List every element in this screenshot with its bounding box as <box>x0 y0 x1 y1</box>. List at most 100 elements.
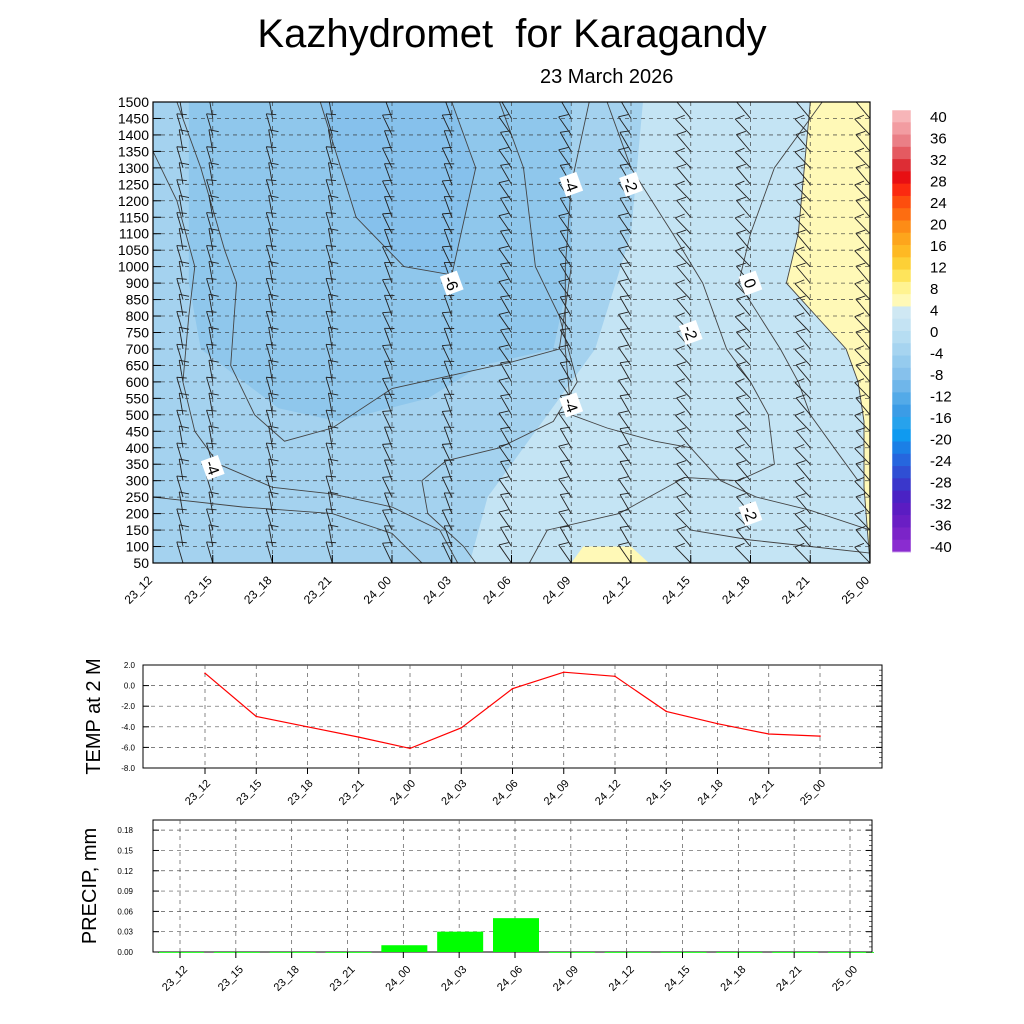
wind-barb <box>385 102 393 119</box>
wind-barb <box>268 327 273 350</box>
wind-barb <box>854 118 870 136</box>
wind-barb-flag <box>268 195 279 198</box>
colorbar-label: 20 <box>930 217 947 234</box>
colorbar-segment <box>892 490 911 504</box>
wind-barb-flag <box>854 147 865 153</box>
wind-barb <box>854 283 870 300</box>
wind-barb-flag <box>176 212 187 214</box>
wind-barb <box>734 513 751 531</box>
wind-barb-flag <box>735 114 745 120</box>
wind-barb-flag <box>266 343 277 346</box>
wind-barb-flag <box>795 82 804 86</box>
contour-label: -4 <box>200 455 225 480</box>
x-tick-label: 24_03 <box>420 573 454 607</box>
cross-section-grid <box>153 102 870 563</box>
wind-barb-flag <box>500 393 511 397</box>
wind-barb-flag <box>619 459 630 463</box>
wind-barb <box>619 461 632 481</box>
wind-barb-flag <box>560 525 571 528</box>
x-tick-label: 24_06 <box>480 573 514 607</box>
wind-barb-flag <box>736 163 746 168</box>
contour-label-bg <box>619 171 643 197</box>
wind-barb <box>265 179 273 201</box>
temp-x-label: 24_21 <box>747 778 777 808</box>
wind-barb <box>498 182 512 202</box>
wind-barb <box>736 298 751 317</box>
wind-barb <box>327 426 333 448</box>
wind-barb-flag <box>855 427 866 432</box>
wind-barb <box>676 102 692 119</box>
wind-barb-flag <box>176 541 187 544</box>
wind-barb <box>794 415 811 432</box>
wind-barb <box>384 426 393 448</box>
wind-barb-flag <box>795 361 806 366</box>
wind-barb <box>176 146 184 168</box>
wind-barb-flag <box>736 460 746 465</box>
wind-barb-flag <box>558 245 569 250</box>
wind-barb <box>500 494 512 514</box>
wind-barb-flag <box>268 359 279 363</box>
precip-bar <box>772 952 819 953</box>
wind-barb-flag <box>854 213 865 219</box>
wind-barb <box>382 279 393 300</box>
wind-barb-flag <box>500 262 511 265</box>
wind-barb-flag <box>268 293 279 297</box>
wind-barb <box>559 263 572 284</box>
wind-barb <box>675 283 692 300</box>
wind-barb-flag <box>855 102 857 103</box>
wind-barb <box>690 102 691 103</box>
wind-barb-flag <box>619 163 630 166</box>
wind-barb-flag <box>619 525 630 528</box>
wind-barb <box>498 347 512 366</box>
wind-barb-flag <box>500 426 511 430</box>
wind-barb-flag <box>328 97 338 99</box>
wind-barb <box>443 492 453 514</box>
wind-barb <box>794 382 811 399</box>
wind-barb-flag <box>382 410 393 412</box>
wind-barb-flag <box>328 458 339 462</box>
wind-barb-flag <box>442 212 453 215</box>
wind-barb <box>325 442 333 465</box>
temp-y-axis-title: TEMP at 2 M <box>83 658 105 774</box>
wind-barb <box>325 113 333 136</box>
wind-barb-flag <box>619 295 630 298</box>
wind-barb-flag <box>736 328 746 333</box>
wind-barb-flag <box>675 509 685 515</box>
wind-barb <box>206 508 214 531</box>
colorbar-label: -16 <box>930 410 952 427</box>
wind-barb <box>268 360 273 382</box>
wind-barb <box>734 481 751 498</box>
wind-barb <box>382 542 393 563</box>
wind-barb-flag <box>618 147 629 151</box>
wind-barb-flag <box>498 344 509 348</box>
wind-barb-flag <box>326 245 337 247</box>
wind-barb-flag <box>500 163 511 166</box>
y-tick-label: 250 <box>126 489 150 505</box>
wind-barb <box>675 349 692 366</box>
wind-barb-flag <box>676 394 687 399</box>
temp-x-label: 24_00 <box>388 778 418 808</box>
wind-barb-flag <box>176 475 187 478</box>
wind-barb <box>558 149 572 169</box>
wind-barb-flag <box>735 246 745 252</box>
wind-barb <box>384 229 393 251</box>
precip-y-label: 0.03 <box>117 928 133 937</box>
wind-barb <box>675 448 692 465</box>
wind-barb-flag <box>736 526 746 531</box>
colorbar-label: 4 <box>930 303 938 320</box>
colorbar-segment <box>892 466 911 479</box>
wind-barb <box>854 546 870 563</box>
wind-barb-flag <box>855 130 866 135</box>
temp-point <box>357 736 360 738</box>
colorbar-segment <box>892 208 911 221</box>
wind-barb-flag <box>326 442 337 445</box>
wind-barb-flag <box>558 114 569 118</box>
wind-barb <box>558 215 572 234</box>
wind-barb-flag <box>618 344 629 348</box>
wind-barb-flag <box>558 311 569 315</box>
wind-barb-flag <box>795 427 806 432</box>
contour-label-text: -4 <box>559 175 580 194</box>
wind-barb <box>559 428 572 448</box>
wind-barb <box>443 196 453 218</box>
wind-barb <box>558 478 572 498</box>
